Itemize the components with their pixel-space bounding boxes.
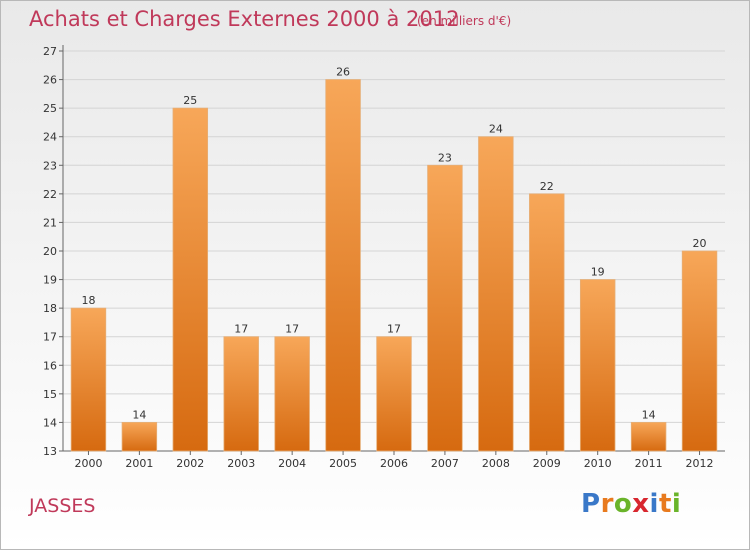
logo-letter: t — [658, 489, 672, 519]
x-tick-label: 2002 — [176, 457, 204, 470]
y-tick-label: 20 — [43, 245, 57, 258]
y-tick-label: 14 — [43, 416, 57, 429]
x-tick-label: 2005 — [329, 457, 357, 470]
bar-2004 — [274, 336, 310, 452]
y-axis-ticks: 13 14 15 16 17 18 19 20 21 22 23 24 25 26 27 — [43, 45, 63, 458]
x-tick-label: 2007 — [431, 457, 459, 470]
logo-letter: i — [671, 489, 682, 519]
data-label-2001: 14 — [132, 408, 146, 421]
data-label-2003: 17 — [234, 323, 248, 336]
bar-2001 — [121, 422, 158, 452]
chart-subtitle: (en milliers d'€) — [417, 14, 512, 28]
bar-2008 — [478, 136, 514, 452]
x-tick-label: 2003 — [227, 457, 255, 470]
bar-2010 — [579, 279, 616, 452]
place-name: JASSES — [29, 495, 96, 517]
x-tick-label: 2006 — [380, 457, 408, 470]
chart-title: Achats et Charges Externes 2000 à 2012 — [29, 7, 460, 31]
x-tick-label: 2004 — [278, 457, 306, 470]
logo-letter: x — [632, 489, 650, 519]
x-tick-label: 2011 — [635, 457, 663, 470]
bar-2000 — [70, 307, 107, 452]
y-tick-label: 19 — [43, 274, 57, 287]
data-label-2012: 20 — [693, 237, 707, 250]
bar-2005 — [325, 79, 361, 452]
bar-2007 — [427, 164, 463, 452]
data-label-2007: 23 — [438, 151, 452, 164]
x-axis-ticks: 2000 2001 2002 2003 2004 2005 2006 2007 2008 2009… — [74, 451, 714, 470]
y-tick-label: 15 — [43, 388, 57, 401]
bars — [70, 79, 718, 452]
data-label-2004: 17 — [285, 323, 299, 336]
data-label-2008: 24 — [489, 123, 503, 136]
bar-2002 — [172, 107, 209, 452]
bar-2012 — [681, 250, 718, 452]
x-tick-label: 2009 — [533, 457, 561, 470]
proxiti-logo: Proxiti — [581, 489, 681, 519]
data-label-2000: 18 — [81, 294, 95, 307]
x-tick-label: 2001 — [125, 457, 153, 470]
bar-2003 — [223, 336, 259, 452]
y-tick-label: 27 — [43, 45, 57, 58]
y-tick-label: 23 — [43, 159, 57, 172]
y-tick-label: 13 — [43, 445, 57, 458]
bar-2009 — [529, 193, 565, 452]
y-tick-label: 22 — [43, 188, 57, 201]
data-label-2005: 26 — [336, 66, 350, 79]
x-tick-label: 2010 — [584, 457, 612, 470]
data-label-2002: 25 — [183, 94, 197, 107]
y-tick-label: 24 — [43, 131, 57, 144]
data-label-2006: 17 — [387, 323, 401, 336]
logo-letter: o — [613, 489, 633, 519]
y-tick-label: 16 — [43, 359, 57, 372]
logo-letter: r — [600, 489, 614, 519]
data-labels: 18 14 25 17 17 26 17 23 24 22 19 14 20 — [81, 66, 706, 422]
y-tick-label: 18 — [43, 302, 57, 315]
x-tick-label: 2000 — [74, 457, 102, 470]
bar-2011 — [630, 422, 667, 452]
logo-letter: P — [581, 489, 601, 519]
y-tick-label: 17 — [43, 331, 57, 344]
data-label-2009: 22 — [540, 180, 554, 193]
data-label-2010: 19 — [591, 266, 605, 279]
data-label-2011: 14 — [642, 408, 656, 421]
logo-letter: i — [649, 489, 659, 519]
x-tick-label: 2012 — [686, 457, 714, 470]
y-tick-label: 26 — [43, 74, 57, 87]
x-tick-label: 2008 — [482, 457, 510, 470]
bar-2006 — [376, 336, 412, 452]
y-tick-label: 21 — [43, 216, 57, 229]
y-tick-label: 25 — [43, 102, 57, 115]
